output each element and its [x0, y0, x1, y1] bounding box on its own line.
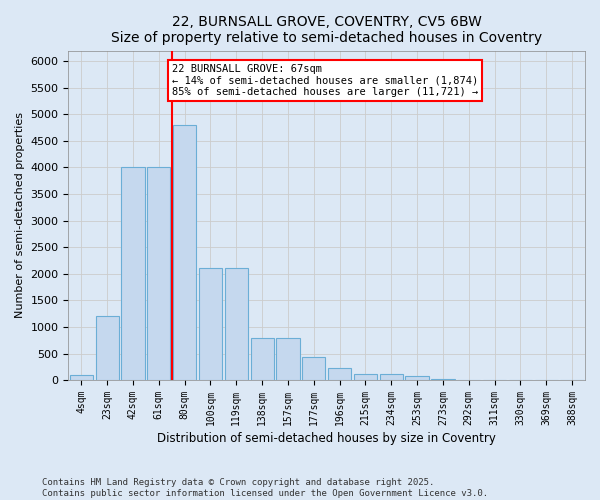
Bar — [173, 125, 196, 380]
Y-axis label: Number of semi-detached properties: Number of semi-detached properties — [15, 112, 25, 318]
Bar — [224, 268, 248, 380]
X-axis label: Distribution of semi-detached houses by size in Coventry: Distribution of semi-detached houses by … — [157, 432, 496, 445]
Text: 22 BURNSALL GROVE: 67sqm
← 14% of semi-detached houses are smaller (1,874)
85% o: 22 BURNSALL GROVE: 67sqm ← 14% of semi-d… — [172, 64, 478, 97]
Bar — [328, 368, 351, 380]
Bar — [121, 168, 145, 380]
Bar — [302, 357, 325, 380]
Bar — [147, 168, 170, 380]
Bar — [199, 268, 222, 380]
Bar — [277, 338, 299, 380]
Bar — [70, 375, 93, 380]
Bar — [354, 374, 377, 380]
Bar — [406, 376, 429, 380]
Bar — [95, 316, 119, 380]
Title: 22, BURNSALL GROVE, COVENTRY, CV5 6BW
Size of property relative to semi-detached: 22, BURNSALL GROVE, COVENTRY, CV5 6BW Si… — [111, 15, 542, 45]
Bar — [431, 379, 455, 380]
Text: Contains HM Land Registry data © Crown copyright and database right 2025.
Contai: Contains HM Land Registry data © Crown c… — [42, 478, 488, 498]
Bar — [251, 338, 274, 380]
Bar — [380, 374, 403, 380]
